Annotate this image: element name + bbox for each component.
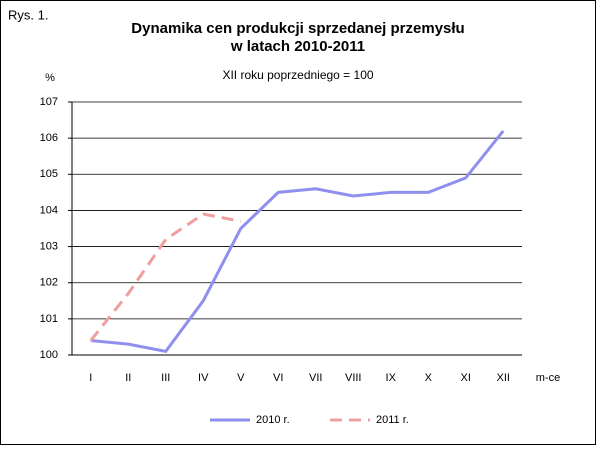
x-tick-label: XI [461,372,471,384]
y-tick-label: 107 [40,96,58,108]
x-tick-label: I [89,372,92,384]
frame [0,0,596,445]
y-tick-label: 100 [40,349,58,361]
figure-label: Rys. 1. [8,7,48,22]
legend-label: 2011 r. [376,414,409,426]
x-tick-label: IV [198,372,209,384]
chart-title: w latach 2010-2011 [230,38,365,55]
x-tick-label: XII [497,372,510,384]
line-series [89,212,242,342]
y-tick-label: 104 [40,204,58,216]
y-tick-label: 102 [40,277,58,289]
chart-title: Dynamika cen produkcji sprzedanej przemy… [131,20,464,37]
x-tick-label: VI [273,372,283,384]
y-tick-label: 101 [40,313,58,325]
chart-subtitle: XII roku poprzedniego = 100 [222,68,373,82]
x-tick-label: VII [309,372,322,384]
x-tick-label: X [425,372,433,384]
x-tick-label: IX [386,372,397,384]
x-tick-label: V [237,372,245,384]
y-axis-label: % [45,72,55,84]
x-tick-label: III [161,372,170,384]
x-axis-label: m-ce [536,372,560,384]
y-tick-label: 103 [40,240,58,252]
legend-label: 2010 r. [256,414,290,426]
y-tick-label: 105 [40,168,58,180]
x-tick-label: VIII [345,372,362,384]
line-series [90,129,505,354]
x-tick-label: II [125,372,131,384]
y-tick-label: 106 [40,132,58,144]
